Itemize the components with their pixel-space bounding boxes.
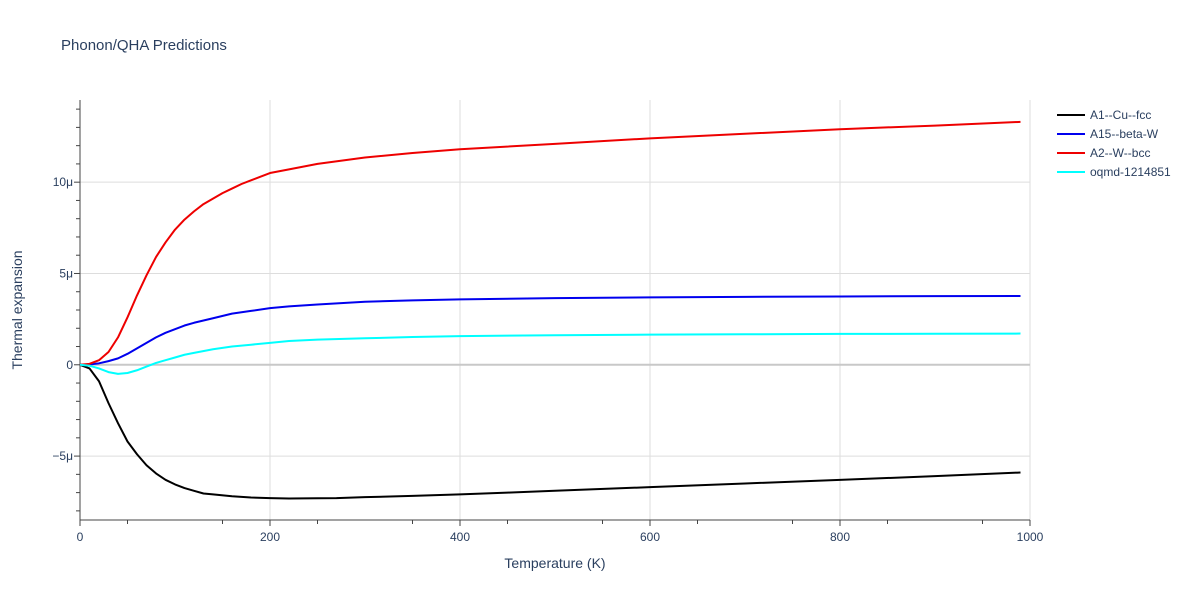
y-tick-label: −5μ	[52, 449, 73, 463]
legend-item[interactable]: oqmd-1214851	[1057, 165, 1171, 179]
axes: 0 200 400 600 800 1000 −5μ 0 5μ 10μ	[52, 100, 1044, 544]
legend-label: A1--Cu--fcc	[1090, 108, 1151, 122]
x-tick-label: 1000	[1017, 530, 1044, 544]
series-line-4	[79, 332, 1021, 375]
x-tick-label: 800	[830, 530, 850, 544]
x-tick-label: 400	[450, 530, 470, 544]
grid	[80, 100, 1031, 520]
y-tick-label: 0	[66, 358, 73, 372]
legend-label: A15--beta-W	[1090, 127, 1159, 141]
x-tick-label: 200	[260, 530, 280, 544]
legend-label: oqmd-1214851	[1090, 165, 1171, 179]
series-line-3	[79, 120, 1021, 366]
x-tick-label: 600	[640, 530, 660, 544]
legend-item[interactable]: A15--beta-W	[1057, 127, 1159, 141]
legend-item[interactable]: A2--W--bcc	[1057, 146, 1150, 160]
legend[interactable]: A1--Cu--fcc A15--beta-W A2--W--bcc oqmd-121…	[1057, 108, 1171, 179]
y-axis-title: Thermal expansion	[9, 250, 25, 369]
chart-title: Phonon/QHA Predictions	[61, 37, 227, 54]
x-axis-title: Temperature (K)	[504, 555, 605, 571]
x-tick-label: 0	[77, 530, 84, 544]
y-tick-label: 10μ	[53, 175, 73, 189]
plot-area	[79, 120, 1021, 500]
legend-item[interactable]: A1--Cu--fcc	[1057, 108, 1151, 122]
y-tick-label: 5μ	[59, 266, 73, 280]
series-line-1	[79, 363, 1021, 500]
series-line-2	[79, 294, 1021, 366]
legend-label: A2--W--bcc	[1090, 146, 1150, 160]
